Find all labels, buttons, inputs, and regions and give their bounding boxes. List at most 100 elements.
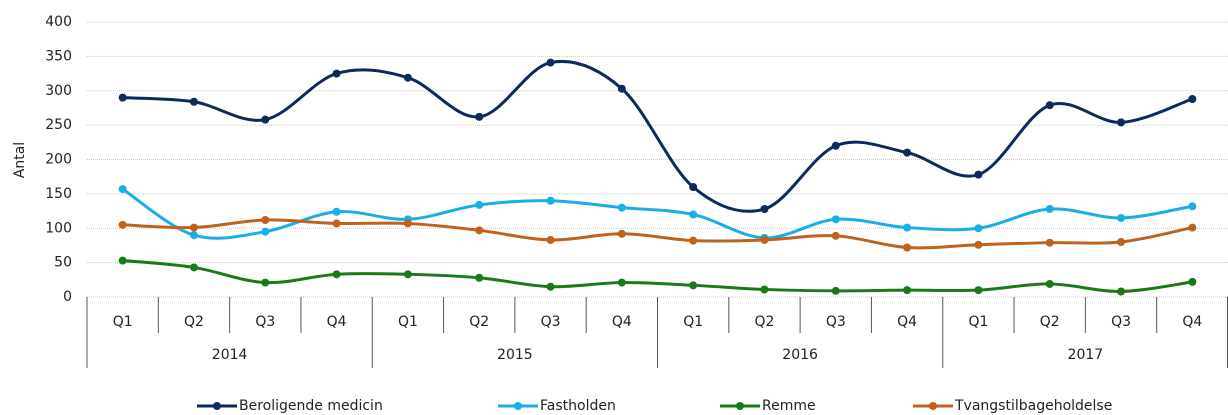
series-marker: [261, 227, 270, 236]
legend-label: Beroligende medicin: [239, 398, 383, 414]
legend-swatch: [736, 402, 744, 410]
series-marker: [261, 278, 270, 287]
x-tick-label: Q3: [255, 314, 275, 330]
series-marker: [903, 223, 912, 232]
x-group-label: 2016: [782, 347, 818, 363]
series-marker: [831, 286, 840, 295]
series-marker: [1045, 279, 1054, 288]
series-marker: [475, 112, 484, 121]
series-marker: [689, 210, 698, 219]
series-line: [121, 187, 1193, 240]
y-tick-label: 50: [54, 255, 72, 271]
series-marker: [403, 270, 412, 279]
legend-swatch: [213, 402, 221, 410]
x-tick-label: Q2: [1040, 314, 1060, 330]
series-marker: [689, 281, 698, 290]
y-tick-label: 100: [45, 220, 72, 236]
series-marker: [617, 203, 626, 212]
legend-label: Remme: [762, 398, 816, 414]
series-marker: [118, 185, 127, 194]
series-marker: [974, 240, 983, 249]
legend-swatch: [929, 402, 937, 410]
series-marker: [760, 235, 769, 244]
x-tick-label: Q1: [113, 314, 133, 330]
x-tick-label: Q1: [683, 314, 703, 330]
x-group-label: 2014: [212, 347, 248, 363]
series-marker: [475, 226, 484, 235]
x-group-label: 2015: [497, 347, 533, 363]
x-tick-label: Q1: [968, 314, 988, 330]
series-marker: [903, 148, 912, 157]
x-tick-label: Q1: [398, 314, 418, 330]
series-marker: [903, 243, 912, 252]
y-tick-label: 400: [45, 14, 72, 30]
series-marker: [546, 282, 555, 291]
x-tick-label: Q2: [755, 314, 775, 330]
series-marker: [118, 220, 127, 229]
x-tick-label: Q2: [469, 314, 489, 330]
series-marker: [118, 256, 127, 265]
legend-label: Tvangstilbageholdelse: [954, 398, 1112, 414]
legend-label: Fastholden: [540, 398, 616, 414]
y-tick-label: 0: [63, 289, 72, 305]
series-marker: [617, 229, 626, 238]
series-line: [122, 259, 1193, 294]
series-marker: [1117, 287, 1126, 296]
series-marker: [332, 270, 341, 279]
series-marker: [1188, 223, 1197, 232]
series-marker: [974, 224, 983, 233]
series-marker: [189, 231, 198, 240]
series-line: [122, 218, 1193, 250]
series-line: [122, 59, 1193, 213]
series-marker: [617, 278, 626, 287]
x-tick-label: Q2: [184, 314, 204, 330]
series-marker: [332, 207, 341, 216]
series-marker: [261, 115, 270, 124]
series-marker: [1045, 238, 1054, 247]
series-marker: [689, 183, 698, 191]
series-marker: [332, 219, 341, 228]
series-marker: [1117, 118, 1126, 127]
series-marker: [1188, 95, 1197, 103]
series-marker: [475, 200, 484, 209]
series-marker: [332, 69, 341, 78]
y-tick-label: 300: [45, 83, 72, 99]
y-tick-label: 250: [45, 117, 72, 133]
series-marker: [1045, 101, 1054, 110]
series-marker: [475, 273, 484, 282]
series-marker: [831, 141, 840, 150]
legend-swatch: [514, 402, 522, 410]
series-marker: [1188, 202, 1197, 211]
series-marker: [1045, 205, 1054, 213]
series-marker: [974, 286, 983, 295]
series-marker: [546, 58, 555, 67]
series-marker: [760, 285, 769, 294]
series-marker: [617, 84, 626, 93]
series-marker: [261, 216, 270, 224]
series-marker: [403, 73, 412, 82]
y-axis-label: Antal: [12, 142, 28, 178]
x-tick-label: Q3: [1111, 314, 1131, 330]
series-marker: [1117, 213, 1126, 222]
x-tick-label: Q4: [612, 314, 632, 330]
x-tick-label: Q3: [826, 314, 846, 330]
series-marker: [189, 97, 198, 106]
series-marker: [974, 170, 983, 179]
series-marker: [903, 286, 912, 295]
x-tick-label: Q3: [541, 314, 561, 330]
series-marker: [546, 196, 555, 205]
y-tick-label: 350: [45, 48, 72, 64]
x-tick-label: Q4: [327, 314, 347, 330]
series-marker: [760, 205, 769, 213]
series-marker: [689, 236, 698, 245]
series-marker: [403, 219, 412, 228]
x-group-label: 2017: [1068, 347, 1104, 363]
series-marker: [831, 231, 840, 240]
x-tick-label: Q4: [897, 314, 917, 330]
y-tick-label: 150: [45, 186, 72, 202]
series-marker: [189, 263, 198, 272]
series-marker: [546, 235, 555, 244]
y-tick-label: 200: [45, 152, 72, 168]
series-marker: [189, 223, 198, 232]
